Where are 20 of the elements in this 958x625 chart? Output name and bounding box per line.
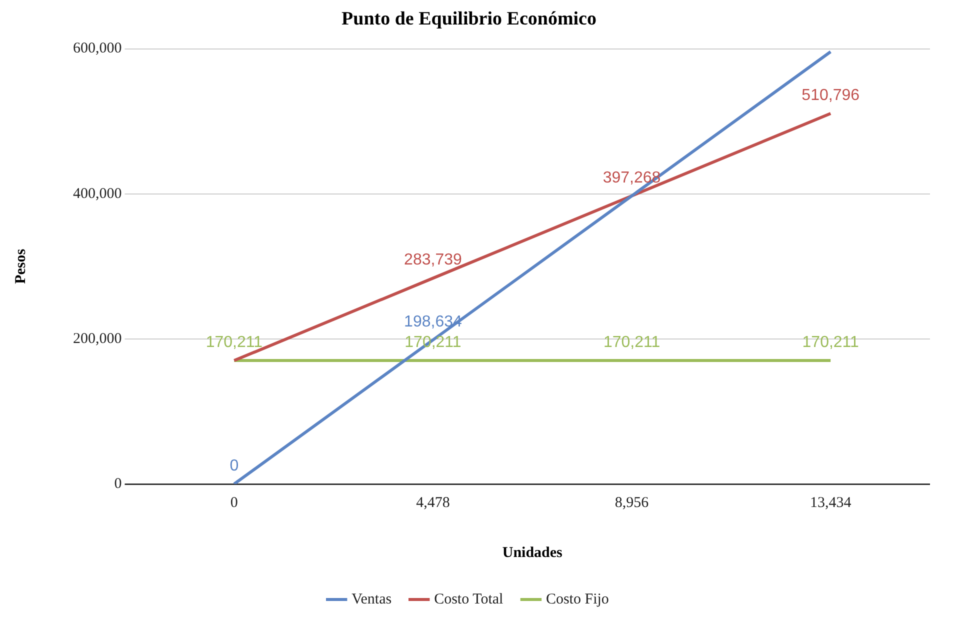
x-tick-label: 8,956 bbox=[614, 494, 650, 511]
legend-label: Costo Fijo bbox=[546, 591, 609, 608]
x-tick-label: 0 bbox=[230, 494, 238, 511]
y-tick-label: 200,000 bbox=[73, 330, 122, 347]
data-label: 170,211 bbox=[802, 334, 860, 351]
y-tick-label: 400,000 bbox=[73, 186, 122, 202]
y-tick-label: 0 bbox=[114, 476, 122, 492]
data-label: 283,739 bbox=[404, 252, 462, 269]
legend-label: Costo Total bbox=[434, 591, 504, 608]
legend-label: Ventas bbox=[352, 591, 392, 608]
x-tick-label: 4,478 bbox=[416, 494, 450, 511]
x-tick-label: 13,434 bbox=[810, 494, 852, 511]
data-label: 0 bbox=[230, 457, 239, 474]
data-label: 170,211 bbox=[603, 334, 660, 351]
y-tick-label: 600,000 bbox=[73, 40, 122, 57]
chart-title: Punto de Equilibrio Económico bbox=[342, 8, 596, 30]
x-axis-title: Unidades bbox=[502, 544, 563, 561]
y-axis-title: Pesos bbox=[12, 248, 29, 284]
data-label: 170,211 bbox=[206, 334, 263, 351]
data-label: 510,796 bbox=[802, 86, 860, 104]
